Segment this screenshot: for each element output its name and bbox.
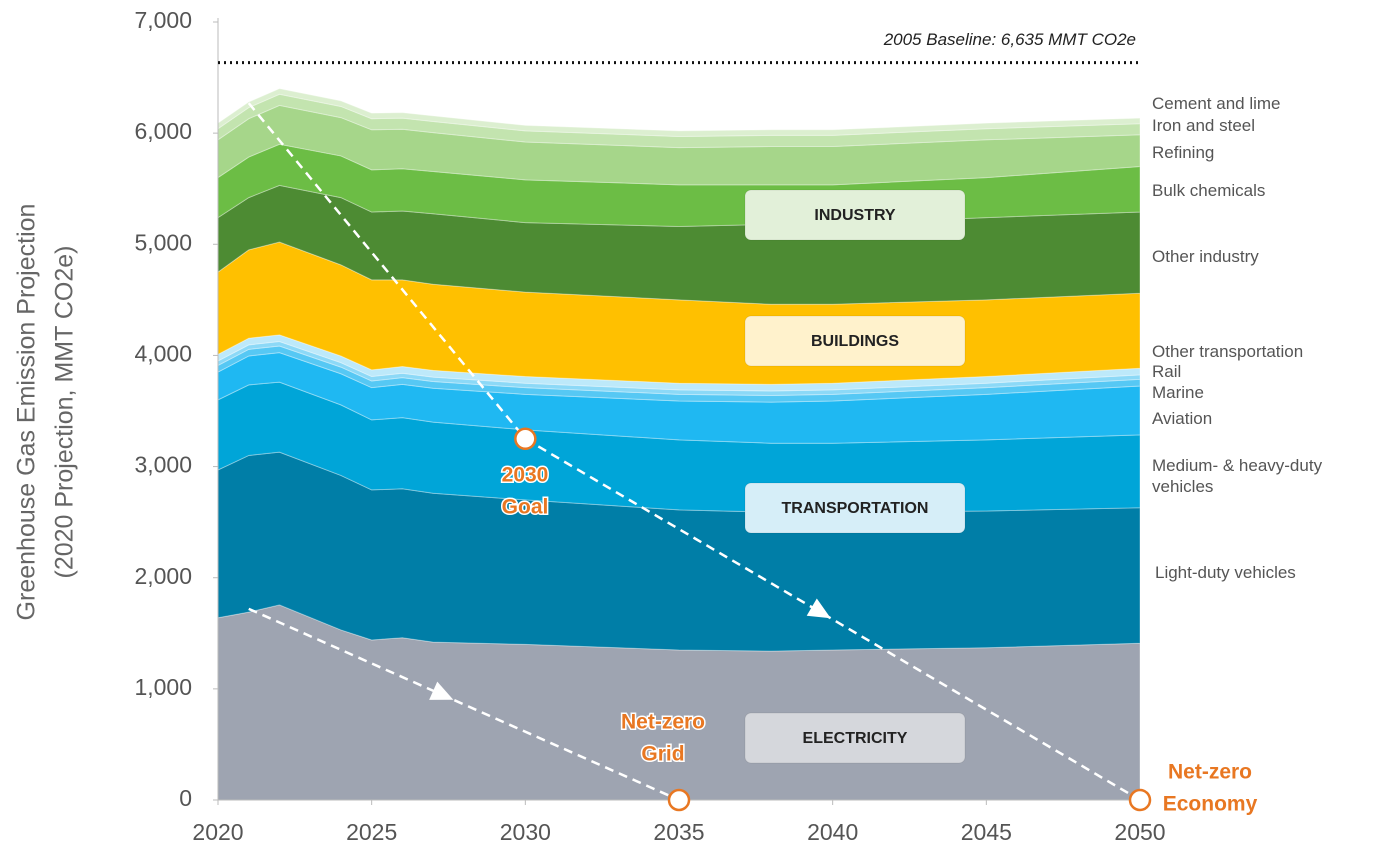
y-tick-label: 4,000 xyxy=(134,341,192,367)
sector-label: BUILDINGS xyxy=(811,333,899,350)
milestone-label: Goal xyxy=(502,496,549,519)
arrowhead xyxy=(429,681,454,700)
baseline-label: 2005 Baseline: 6,635 MMT CO2e xyxy=(883,30,1136,49)
milestone xyxy=(667,788,691,812)
y-axis-label: (2020 Projection, MMT CO2e) xyxy=(51,246,79,579)
y-tick-label: 0 xyxy=(179,785,192,811)
series-label: Aviation xyxy=(1152,409,1213,428)
x-tick-label: 2025 xyxy=(346,819,397,845)
y-tick-label: 3,000 xyxy=(134,452,192,478)
sector-box xyxy=(744,712,966,764)
area xyxy=(217,341,1141,396)
sector-label: INDUSTRY xyxy=(814,207,896,224)
y-tick-label: 1,000 xyxy=(134,674,192,700)
series-label: Light-duty vehicles xyxy=(1155,563,1296,582)
sector-box xyxy=(744,482,966,534)
sector-box xyxy=(744,315,966,367)
milestone xyxy=(1128,788,1152,812)
series-label: Other industry xyxy=(1152,247,1259,266)
x-tick-label: 2030 xyxy=(500,819,551,845)
x-tick-label: 2045 xyxy=(961,819,1012,845)
series-label: Medium- & heavy-duty vehicles xyxy=(1152,456,1323,496)
pathway xyxy=(248,607,680,802)
series-label: Refining xyxy=(1152,143,1215,162)
milestone-label: Economy xyxy=(1163,793,1258,816)
y-tick-label: 7,000 xyxy=(134,7,192,33)
y-tick-label: 6,000 xyxy=(134,118,192,144)
x-tick-label: 2050 xyxy=(1114,819,1165,845)
x-tick-label: 2035 xyxy=(653,819,704,845)
milestone-label: 2030 xyxy=(502,464,549,487)
y-tick-label: 5,000 xyxy=(134,229,192,255)
milestone-label: Net-zero xyxy=(621,711,705,734)
series-label: Cement and lime xyxy=(1152,94,1281,113)
arrowhead xyxy=(806,598,831,619)
milestone xyxy=(514,427,537,451)
series-label: Other transportation xyxy=(1152,342,1304,361)
milestone-label: Net-zero xyxy=(1168,761,1252,784)
sector-box xyxy=(744,189,966,241)
series-label: Iron and steel xyxy=(1152,116,1256,135)
milestone-label: Grid xyxy=(641,743,684,766)
sector-label: ELECTRICITY xyxy=(803,730,908,747)
x-tick-label: 2040 xyxy=(807,819,858,845)
x-tick-label: 2020 xyxy=(192,819,243,845)
y-axis-label: Greenhouse Gas Emission Projection xyxy=(13,204,41,621)
series-label: Marine xyxy=(1152,383,1204,402)
area xyxy=(217,104,1141,186)
area xyxy=(217,88,1141,137)
sector-label: TRANSPORTATION xyxy=(782,500,929,517)
series-label: Rail xyxy=(1152,362,1182,381)
y-tick-label: 2,000 xyxy=(134,563,192,589)
series-label: Bulk chemicals xyxy=(1152,181,1266,200)
area xyxy=(217,352,1141,444)
